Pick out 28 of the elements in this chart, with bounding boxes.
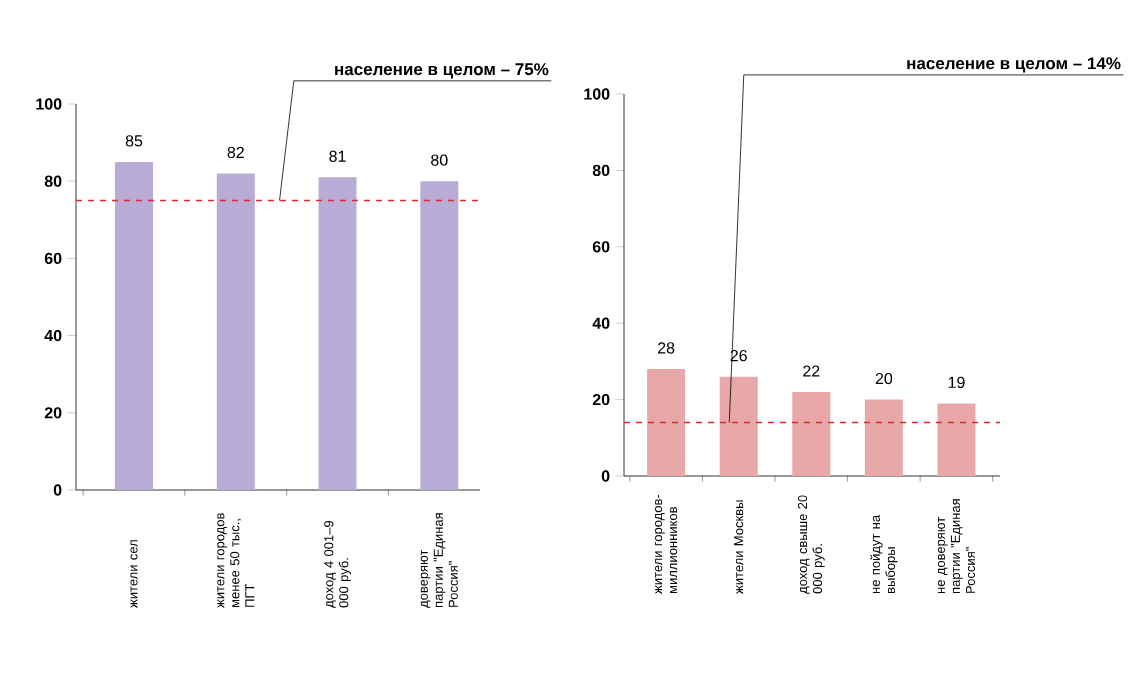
y-tick-label: 40 — [592, 317, 610, 329]
data-label: 19 — [948, 376, 965, 389]
data-label: 85 — [125, 135, 143, 147]
data-label: 22 — [803, 365, 820, 377]
bar — [719, 376, 758, 476]
ref-line-label: население в целом – 75% — [335, 63, 549, 79]
y-tick-label: 60 — [44, 252, 62, 265]
data-label: 81 — [329, 150, 346, 162]
y-tick-label: 20 — [592, 393, 610, 406]
y-tick-label: 80 — [592, 164, 610, 177]
y-tick-label: 60 — [592, 241, 610, 253]
ref-line-label: население в целом – 14% — [907, 57, 1121, 73]
data-label: 20 — [875, 372, 893, 385]
bar — [937, 403, 976, 476]
data-label: 82 — [227, 146, 244, 159]
bar — [792, 391, 831, 476]
y-tick-label: 100 — [584, 88, 610, 100]
y-tick-label: 40 — [44, 329, 62, 342]
y-tick-label: 100 — [36, 98, 62, 110]
bar — [647, 369, 686, 476]
data-label: 28 — [658, 342, 675, 354]
bar — [864, 399, 903, 476]
y-tick-label: 0 — [53, 484, 62, 496]
y-tick-label: 20 — [44, 407, 62, 419]
data-label: 26 — [730, 349, 747, 362]
y-tick-label: 0 — [601, 470, 610, 482]
data-label: 80 — [431, 154, 448, 166]
y-tick-label: 80 — [44, 175, 62, 187]
